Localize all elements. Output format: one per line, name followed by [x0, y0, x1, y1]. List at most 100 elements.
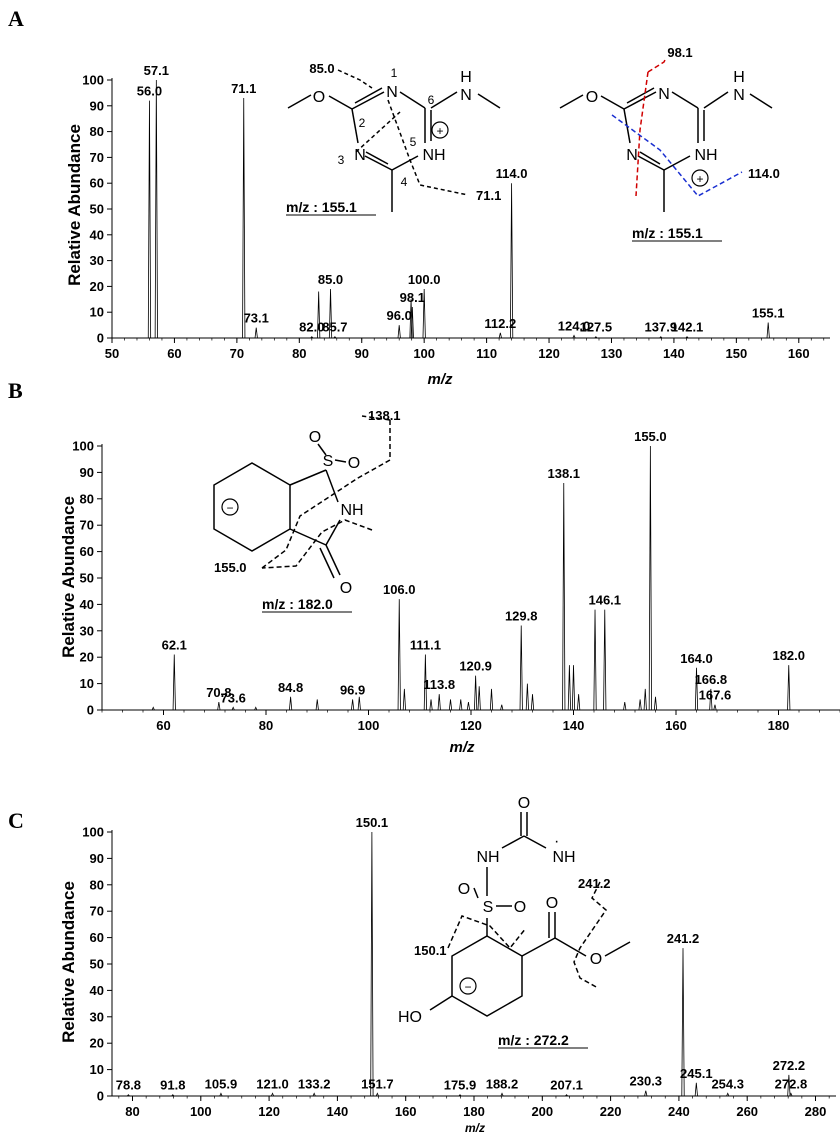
peak: [509, 183, 514, 339]
y-tick-label: 0: [87, 703, 94, 718]
peak: [474, 675, 478, 711]
bond: [671, 91, 699, 109]
x-tick-label: 70: [230, 346, 244, 361]
peak: [242, 98, 246, 339]
mz-label-b: m/z : 182.0: [262, 596, 333, 612]
peak: [638, 699, 642, 711]
peak-label: 137.9: [645, 320, 678, 335]
peak-label: 62.1: [162, 638, 187, 653]
atom-o: O: [590, 951, 602, 968]
minus-charge-icon: −: [464, 980, 471, 994]
atom-o: O: [514, 899, 526, 916]
x-tick-label: 120: [538, 346, 560, 361]
panel-letter-a: A: [8, 6, 24, 31]
peak-label: 84.8: [278, 680, 303, 695]
peak: [333, 336, 337, 339]
x-tick-label: 160: [395, 1104, 417, 1119]
y-tick-label: 30: [90, 1009, 104, 1024]
y-tick-label: 20: [80, 650, 94, 665]
peak-label: 272.2: [773, 1058, 806, 1073]
peak-label: 127.5: [580, 320, 613, 335]
x-axis-title-c: m/z: [465, 1121, 485, 1134]
peak-label: 111.1: [410, 638, 441, 653]
peak-label: 98.1: [400, 290, 425, 305]
structure-c-text: O NH NH · S O O O O HO − 241.2 150.1 m/z…: [398, 795, 611, 1049]
ring-number-4: 4: [401, 175, 408, 189]
peak: [410, 307, 414, 339]
peak: [694, 667, 699, 711]
x-tick-label: 100: [413, 346, 435, 361]
bond: [317, 443, 327, 456]
bond: [559, 94, 584, 109]
peak-label: 151.7: [361, 1076, 394, 1091]
y-tick-label: 10: [90, 1062, 104, 1077]
peak: [459, 699, 463, 711]
x-tick-label: 180: [463, 1104, 485, 1119]
x-tick-label: 180: [768, 718, 790, 733]
y-tick-label: 50: [90, 202, 104, 217]
y-tick-label: 70: [90, 150, 104, 165]
x-axis-title-b: m/z: [449, 739, 475, 756]
peak: [567, 665, 571, 711]
peak-label: 272.8: [775, 1076, 808, 1091]
ring-number-3: 3: [338, 153, 345, 167]
bond: [351, 91, 385, 110]
y-tick-label: 70: [90, 904, 104, 919]
y-tick-label: 100: [82, 73, 104, 88]
peak-label: 105.9: [205, 1076, 238, 1091]
x-tick-label: 140: [327, 1104, 349, 1119]
atom-ho: HO: [398, 1009, 422, 1026]
peak-label: 114.0: [496, 166, 528, 181]
peak: [357, 696, 361, 711]
peak-label: 85.7: [322, 320, 347, 335]
peak: [423, 654, 427, 711]
x-tick-label: 120: [258, 1104, 280, 1119]
peak: [437, 694, 441, 711]
y-tick-label: 80: [90, 124, 104, 139]
peak: [498, 332, 502, 339]
atom-n: N: [658, 86, 670, 103]
bond: [399, 91, 426, 109]
peak: [458, 1094, 462, 1097]
peak: [477, 686, 481, 711]
peak-label: 124.0: [558, 318, 591, 333]
minus-charge-icon: −: [226, 501, 233, 515]
peak-label: 164.0: [680, 651, 713, 666]
peak: [726, 1092, 730, 1097]
bond: [351, 108, 359, 144]
peak-label: 71.1: [231, 81, 256, 96]
bond: [325, 544, 341, 576]
atom-h: H: [460, 69, 472, 86]
peak-label: 254.3: [711, 1076, 744, 1091]
structure-a-right: [559, 57, 773, 212]
bond: [354, 87, 383, 104]
peak: [789, 1092, 793, 1097]
peak: [154, 79, 158, 339]
peak: [685, 336, 689, 339]
peak: [525, 683, 529, 711]
bond: [430, 91, 458, 109]
peak: [151, 706, 155, 711]
peak-label: 85.0: [318, 272, 343, 287]
atom-o: O: [340, 580, 352, 597]
peak: [370, 831, 374, 1097]
peak-label: 175.9: [444, 1078, 477, 1093]
atom-o: O: [309, 429, 321, 446]
fragment-line: [361, 415, 391, 421]
y-axis-title-c: Relative Abundance: [59, 881, 78, 1043]
cleavage-line-red: [635, 71, 649, 197]
mz-label-a1: m/z : 155.1: [286, 199, 357, 215]
fragment-label: 138.1: [368, 408, 401, 423]
bond: [365, 151, 389, 165]
y-tick-label: 80: [80, 491, 94, 506]
x-axis-title-a: m/z: [427, 371, 453, 388]
peak-label: 155.0: [634, 429, 667, 444]
atom-o: O: [313, 89, 325, 106]
bond: [523, 835, 547, 849]
fragment-line: [261, 420, 391, 569]
peak: [219, 1092, 223, 1097]
y-tick-label: 90: [90, 98, 104, 113]
peak: [466, 702, 471, 711]
fragment-line: [387, 99, 469, 196]
